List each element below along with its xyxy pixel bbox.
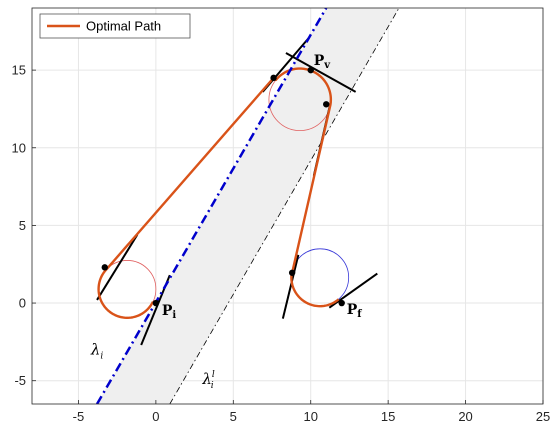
x-tick-label: -5 [73, 409, 85, 424]
plot-area: -5 0 5 10 15 20 25 -5 0 5 10 15 Pi Pv Pf λi λl i [12, 7, 550, 424]
x-tick-label: 20 [458, 409, 472, 424]
path-point [307, 66, 314, 74]
lambda-i-line [95, 8, 328, 404]
path-point [323, 101, 330, 108]
legend: Optimal Path [39, 13, 191, 39]
lambda-i-l-label: λl i [201, 370, 215, 391]
path-point [101, 264, 108, 271]
path-point [152, 299, 160, 307]
point-label-pi: Pi [162, 303, 177, 321]
y-tick-label: 5 [19, 218, 26, 233]
x-tick-label: 25 [536, 409, 550, 424]
feasible-band [97, 8, 399, 404]
path-point [270, 74, 277, 82]
x-tick-label: 0 [152, 409, 159, 424]
lambda-i-l-line [169, 8, 400, 404]
point-label-pv: Pv [314, 53, 332, 71]
y-tick-label: 15 [12, 63, 26, 78]
path-point [288, 269, 296, 276]
legend-label: Optimal Path [86, 19, 161, 34]
tangent-segment [281, 254, 300, 319]
plot-content [95, 8, 400, 404]
y-tick-label: 0 [19, 296, 26, 311]
path-point [338, 299, 345, 307]
lambda-i-label: λi [90, 340, 104, 361]
tangent-segment [96, 234, 139, 301]
y-tick-label: 10 [12, 140, 26, 155]
tangent-segment [328, 272, 378, 309]
tangent-segment [285, 52, 357, 93]
point-label-pf: Pf [347, 302, 363, 320]
axes-box [31, 7, 544, 405]
x-tick-label: 10 [303, 409, 317, 424]
x-tick-label: 5 [230, 409, 237, 424]
axes-background [32, 8, 543, 404]
x-tick-label: 15 [381, 409, 395, 424]
y-tick-label: -5 [14, 373, 26, 388]
